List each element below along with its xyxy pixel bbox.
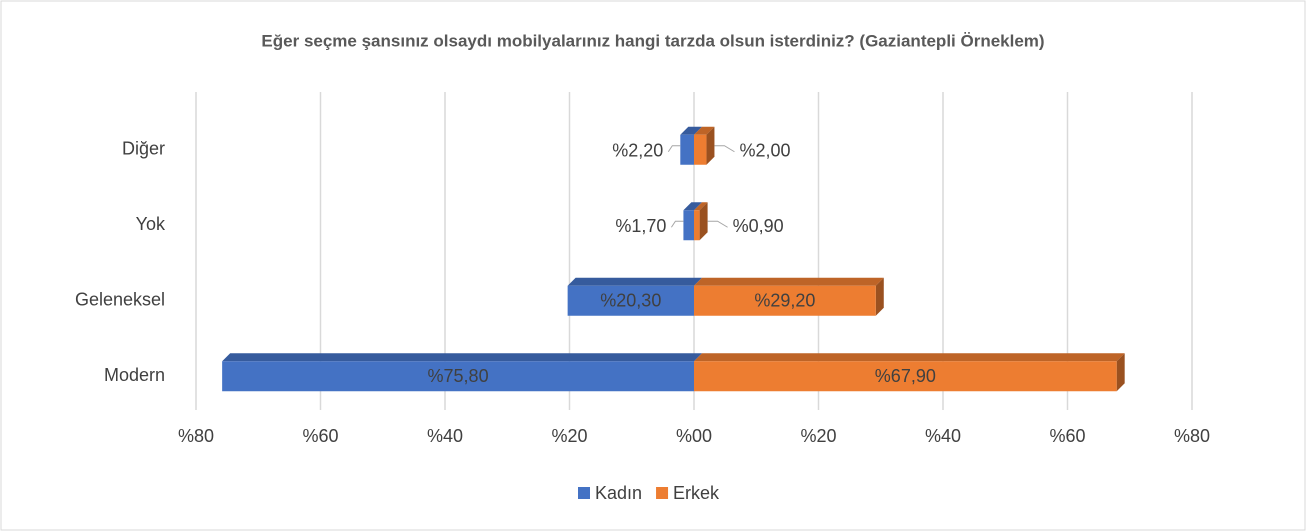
x-tick-label: %20: [551, 426, 587, 446]
x-tick-label: %20: [800, 426, 836, 446]
chart-title: Eğer seçme şansınız olsaydı mobilyaların…: [261, 31, 1044, 50]
data-label: %2,00: [739, 141, 790, 161]
bar-top: [567, 277, 702, 286]
x-tick-label: %80: [1174, 426, 1210, 446]
y-tick-label: Diğer: [122, 139, 165, 159]
bar-side: [699, 202, 708, 241]
bar: [222, 361, 694, 392]
data-label: %2,20: [612, 141, 663, 161]
legend-swatch: [578, 487, 590, 499]
x-tick-label: %40: [427, 426, 463, 446]
data-label: %1,70: [615, 216, 666, 236]
bar: [694, 134, 707, 165]
bar: [680, 134, 694, 165]
x-tick-label: %80: [178, 426, 214, 446]
x-tick-label: %60: [1049, 426, 1085, 446]
legend-label: Erkek: [673, 483, 720, 503]
bar-top: [694, 353, 1125, 362]
x-tick-label: %60: [302, 426, 338, 446]
bar: [567, 285, 694, 316]
data-label: %67,90: [875, 366, 936, 386]
bar-top: [680, 126, 702, 135]
y-tick-label: Modern: [104, 365, 165, 385]
bar: [694, 210, 700, 241]
bar-side: [875, 277, 884, 316]
bar-top: [694, 202, 708, 211]
bar-top: [694, 126, 715, 135]
leader-line: [667, 145, 681, 153]
data-label: %20,30: [600, 291, 661, 311]
leader-line: [714, 145, 735, 153]
bar: [694, 361, 1117, 392]
leader-line: [707, 220, 728, 228]
data-label: %0,90: [733, 216, 784, 236]
bar-top: [222, 353, 702, 362]
y-tick-label: Geleneksel: [75, 290, 165, 310]
legend-label: Kadın: [595, 483, 642, 503]
legend-swatch: [656, 487, 669, 499]
data-label: %29,20: [754, 291, 815, 311]
x-tick-label: %40: [925, 426, 961, 446]
data-label: %75,80: [428, 366, 489, 386]
bar-top: [683, 202, 702, 211]
leader-line: [671, 220, 684, 228]
bar: [694, 285, 876, 316]
y-tick-label: Yok: [136, 214, 166, 234]
bar-side: [706, 126, 715, 165]
bar-top: [694, 277, 884, 286]
bar-side: [1116, 353, 1125, 392]
bar: [683, 210, 694, 241]
x-tick-label: %00: [676, 426, 712, 446]
